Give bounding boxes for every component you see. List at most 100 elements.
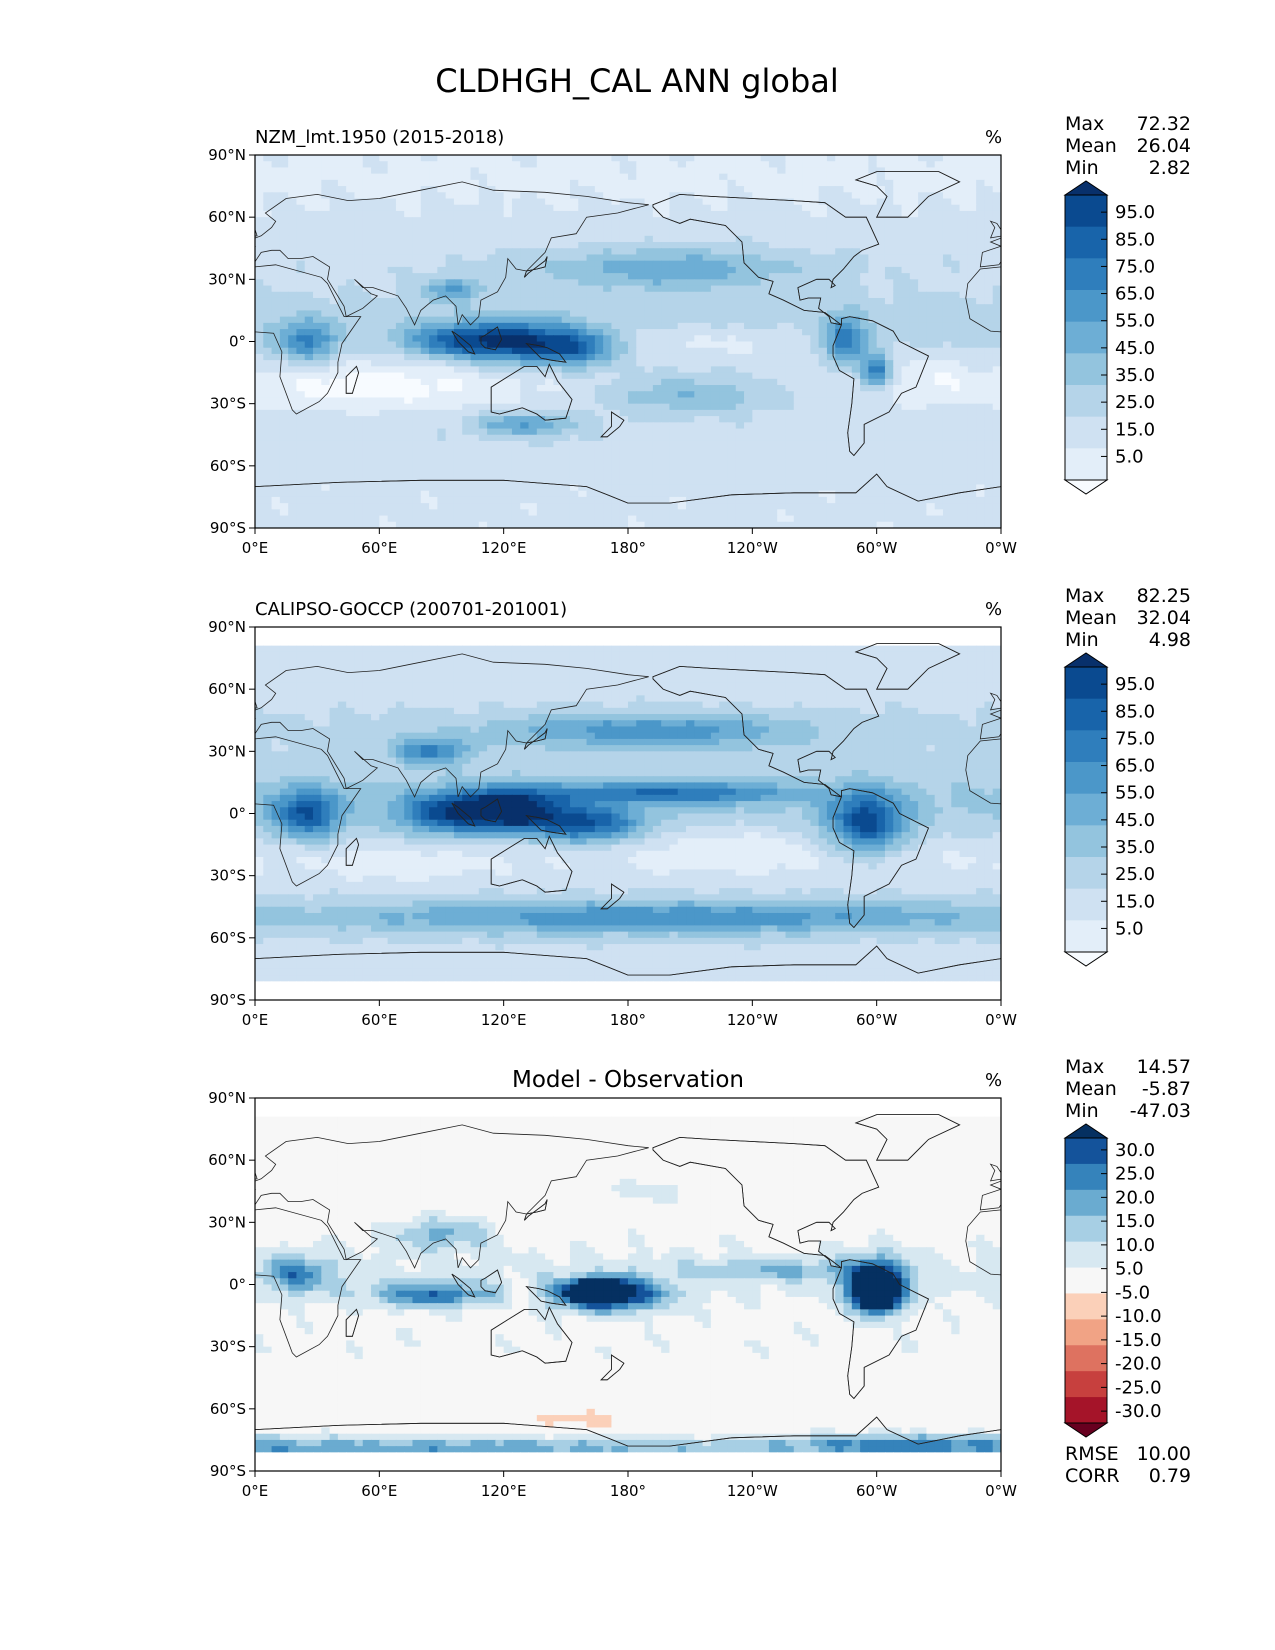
heat-cell	[520, 285, 530, 293]
heat-cell	[893, 341, 903, 349]
heat-cell	[951, 434, 961, 442]
heat-cell	[313, 248, 322, 256]
heat-cell	[495, 403, 505, 411]
heat-cell	[263, 428, 273, 436]
heat-cell	[760, 459, 770, 467]
heat-cell	[992, 210, 1001, 218]
heat-cell	[437, 273, 447, 280]
heat-cell	[379, 291, 389, 299]
heat-cell	[652, 179, 662, 187]
heat-cell	[992, 291, 1001, 299]
heat-cell	[652, 266, 662, 274]
heat-cell	[545, 260, 554, 268]
heat-cell	[628, 341, 637, 349]
heat-cell	[611, 372, 621, 380]
heat-cell	[727, 385, 737, 392]
heat-cell	[412, 422, 422, 430]
heat-cell	[569, 204, 579, 212]
heat-cell	[669, 397, 679, 405]
heat-cell	[677, 465, 687, 473]
heat-cell	[752, 428, 762, 436]
heat-cell	[901, 472, 911, 479]
heat-cell	[818, 192, 828, 200]
heat-cell	[478, 447, 488, 454]
heat-cell	[271, 416, 281, 423]
heat-cell	[818, 254, 828, 262]
heat-cell	[379, 173, 389, 181]
heat-cell	[304, 217, 314, 224]
heat-cell	[495, 173, 505, 181]
heat-cell	[810, 229, 820, 237]
heat-cell	[329, 422, 339, 430]
heat-cell	[379, 304, 389, 312]
heat-cell	[661, 335, 671, 343]
heat-cell	[561, 223, 571, 231]
heat-cell	[611, 490, 621, 498]
heat-cell	[329, 366, 339, 374]
heat-cell	[420, 285, 430, 293]
heat-cell	[495, 179, 505, 187]
heat-cell	[346, 285, 356, 293]
heat-cell	[735, 434, 745, 442]
heat-cell	[686, 179, 695, 187]
heat-cell	[603, 223, 613, 231]
heat-cell	[495, 366, 505, 374]
heat-cell	[329, 179, 339, 187]
heat-cell	[445, 391, 455, 399]
heat-cell	[752, 360, 762, 367]
heat-cell	[304, 378, 314, 386]
heat-cell	[835, 204, 845, 212]
heat-cell	[951, 478, 961, 486]
heat-cell	[644, 372, 654, 380]
heat-cell	[478, 167, 488, 175]
heat-cell	[354, 198, 364, 206]
heat-cell	[760, 416, 770, 423]
heat-cell	[992, 260, 1001, 268]
heat-cell	[387, 204, 397, 212]
heat-cell	[669, 322, 679, 330]
heat-cell	[967, 310, 977, 318]
heat-cell	[951, 291, 961, 299]
heat-cell	[619, 372, 629, 380]
heat-cell	[702, 403, 712, 411]
heat-cell	[942, 465, 952, 473]
heat-cell	[329, 465, 339, 473]
heat-cell	[710, 397, 720, 405]
heat-cell	[868, 291, 878, 299]
heat-cell	[934, 353, 944, 361]
heat-cell	[503, 397, 513, 405]
heat-cell	[296, 434, 306, 442]
heat-cell	[412, 416, 422, 423]
heat-cell	[901, 416, 911, 423]
heat-cell	[561, 310, 571, 318]
heat-cell	[586, 422, 596, 430]
heat-cell	[992, 484, 1001, 492]
heat-cell	[329, 297, 339, 305]
heat-cell	[934, 341, 944, 349]
heat-cell	[860, 266, 869, 274]
heat-cell	[868, 484, 878, 492]
heat-cell	[603, 304, 613, 312]
heat-cell	[371, 329, 380, 336]
heat-cell	[412, 341, 422, 349]
heat-cell	[511, 192, 521, 200]
heat-cell	[909, 453, 919, 461]
heat-cell	[354, 223, 364, 231]
heat-cell	[802, 279, 811, 287]
heat-cell	[893, 434, 903, 442]
heat-cell	[752, 409, 762, 417]
heat-cell	[793, 229, 803, 237]
heat-cell	[727, 347, 737, 355]
heat-cell	[296, 266, 306, 274]
heat-cell	[710, 266, 720, 274]
heat-cell	[511, 341, 521, 349]
heat-cell	[313, 155, 322, 162]
heat-cell	[569, 335, 579, 343]
heat-cell	[462, 453, 472, 461]
heat-cell	[694, 447, 704, 454]
heat-cell	[487, 242, 496, 249]
heat-cell	[296, 291, 306, 299]
heat-cell	[669, 378, 679, 386]
heat-cell	[835, 440, 845, 448]
heat-cell	[337, 459, 347, 467]
